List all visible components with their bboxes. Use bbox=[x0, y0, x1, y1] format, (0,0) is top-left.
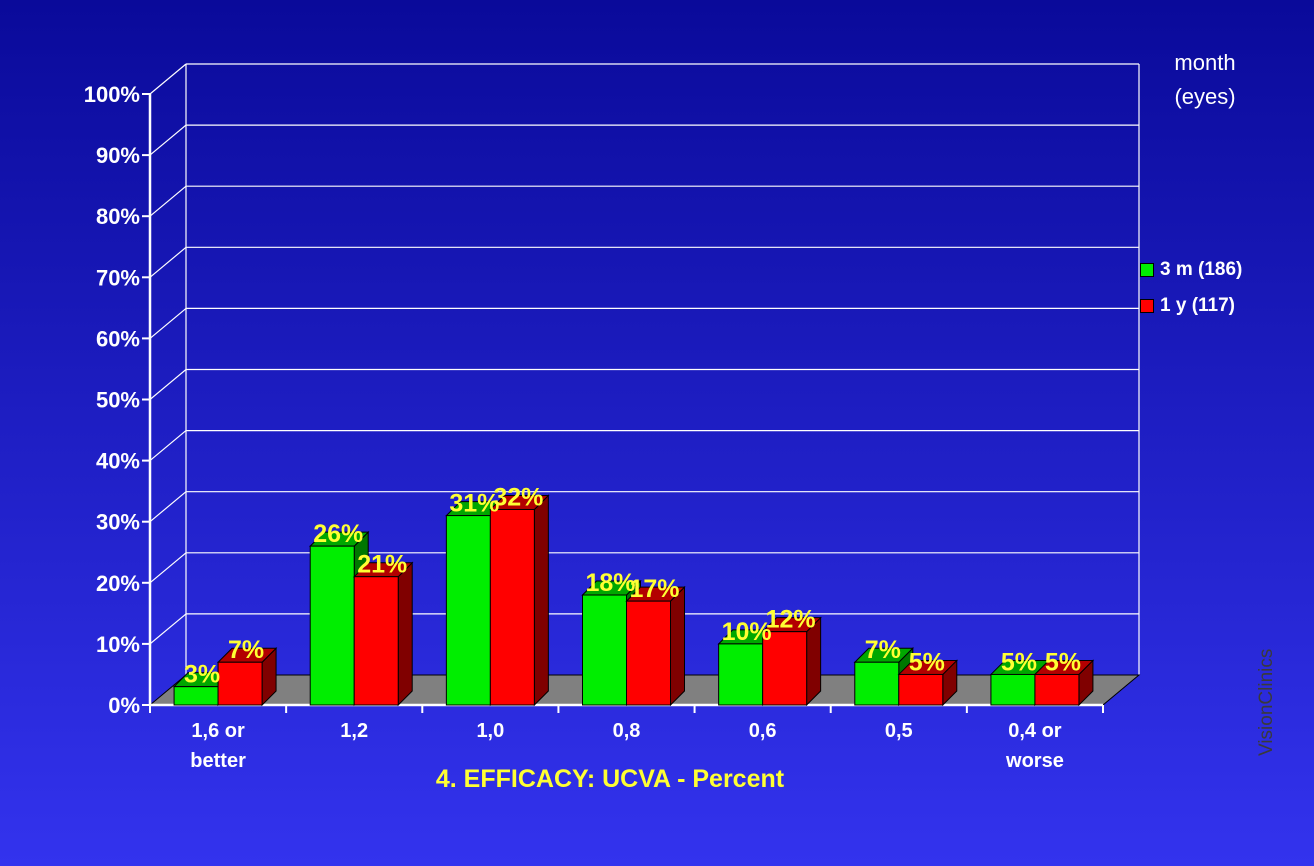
legend-item-1y: 1 y (117) bbox=[1140, 288, 1242, 324]
side-gridline-10 bbox=[149, 63, 187, 95]
bar-0-4 bbox=[718, 643, 764, 706]
side-gridline-4 bbox=[149, 430, 187, 462]
side-gridline-7 bbox=[149, 246, 187, 278]
side-gridline-9 bbox=[149, 124, 187, 156]
data-label-1-3: 17% bbox=[629, 575, 679, 603]
legend: 3 m (186) 1 y (117) bbox=[1140, 252, 1242, 324]
legend-title-line-2: (eyes) bbox=[1174, 84, 1236, 109]
x-tick-label-5-0: 0,5 bbox=[885, 720, 913, 742]
bar-1-6 bbox=[1034, 673, 1080, 706]
bar-1-2 bbox=[489, 508, 535, 706]
data-label-1-5: 5% bbox=[909, 648, 945, 676]
side-gridline-5 bbox=[149, 369, 187, 400]
data-label-1-4: 12% bbox=[766, 606, 816, 634]
y-tick-label-9: 90% bbox=[96, 143, 140, 168]
bar-0-1 bbox=[309, 545, 355, 706]
legend-title-line-1: month bbox=[1174, 50, 1236, 75]
side-gridline-6 bbox=[149, 307, 187, 339]
axis-layer: 0% 10% 20% 30% 40% 50% 60% 70% 80% 90% 100% 1,6 or b… bbox=[84, 82, 1104, 772]
data-label-1-0: 7% bbox=[228, 636, 264, 664]
y-tick-label-6: 60% bbox=[96, 326, 140, 351]
bar-0-2 bbox=[445, 515, 491, 706]
x-tick-label-4-0: 0,6 bbox=[749, 720, 777, 742]
bar-1-1 bbox=[353, 576, 399, 706]
x-tick-label-3-0: 0,8 bbox=[613, 720, 641, 742]
data-label-0-4: 10% bbox=[722, 618, 772, 646]
bar-1-3 bbox=[626, 600, 671, 706]
x-tick-label-2-0: 1,0 bbox=[476, 720, 504, 742]
bars-layer bbox=[172, 494, 1095, 707]
bar-1-0 bbox=[217, 661, 263, 706]
side-gridline-8 bbox=[149, 185, 187, 217]
legend-item-3m: 3 m (186) bbox=[1140, 252, 1242, 288]
x-tick-label-0-1: better bbox=[190, 750, 246, 772]
data-label-1-1: 21% bbox=[357, 551, 407, 579]
y-tick-label-1: 10% bbox=[96, 632, 140, 657]
legend-title: month (eyes) bbox=[1150, 46, 1260, 114]
chart-title: 4. EFFICACY: UCVA - Percent bbox=[435, 765, 785, 793]
x-tick-label-6-1: worse bbox=[1005, 750, 1064, 772]
x-tick-label-1-0: 1,2 bbox=[340, 720, 368, 742]
y-tick-label-4: 40% bbox=[96, 449, 140, 474]
data-label-0-2: 31% bbox=[449, 490, 499, 518]
y-tick-label-7: 70% bbox=[96, 265, 140, 290]
legend-label-3m: 3 m (186) bbox=[1160, 259, 1243, 280]
bar-0-5 bbox=[854, 661, 900, 706]
bar-1-5 bbox=[898, 673, 944, 706]
bar-side-1-1 bbox=[397, 561, 413, 707]
side-gridline-2 bbox=[149, 552, 187, 584]
data-label-0-6: 5% bbox=[1001, 648, 1037, 676]
bar-side-1-3 bbox=[670, 585, 685, 707]
labels-layer: 3% 7% 26% 21% 31%32% 18%17% 10%12% 7% 5% 5% 5% bbox=[184, 483, 1081, 688]
y-tick-label-0: 0% bbox=[108, 693, 140, 718]
bar-0-3 bbox=[582, 594, 627, 706]
legend-label-1y: 1 y (117) bbox=[1160, 295, 1235, 316]
data-label-1-6: 5% bbox=[1045, 648, 1081, 676]
bar-side-1-2 bbox=[533, 494, 549, 707]
data-label-1-2: 32% bbox=[493, 483, 543, 511]
x-tick-label-6-0: 0,4 or bbox=[1008, 720, 1062, 742]
data-label-0-5: 7% bbox=[865, 636, 901, 664]
side-gridline-1 bbox=[149, 613, 187, 645]
y-tick-label-8: 80% bbox=[96, 204, 140, 229]
y-tick-label-10: 100% bbox=[84, 82, 140, 107]
bar-0-6 bbox=[990, 673, 1036, 706]
legend-swatch-1y bbox=[1140, 299, 1154, 313]
y-tick-label-3: 30% bbox=[96, 510, 140, 535]
watermark: VisionClinics bbox=[1256, 648, 1277, 756]
side-gridline-3 bbox=[149, 491, 187, 523]
data-label-0-1: 26% bbox=[313, 520, 363, 548]
bar-1-4 bbox=[762, 631, 808, 706]
legend-swatch-3m bbox=[1140, 263, 1154, 277]
x-tick-label-0-0: 1,6 or bbox=[191, 720, 245, 742]
data-label-0-3: 18% bbox=[585, 569, 635, 597]
data-label-0-0: 3% bbox=[184, 661, 220, 689]
y-tick-label-5: 50% bbox=[96, 388, 140, 413]
y-tick-label-2: 20% bbox=[96, 571, 140, 596]
bar-0-0 bbox=[173, 686, 219, 706]
